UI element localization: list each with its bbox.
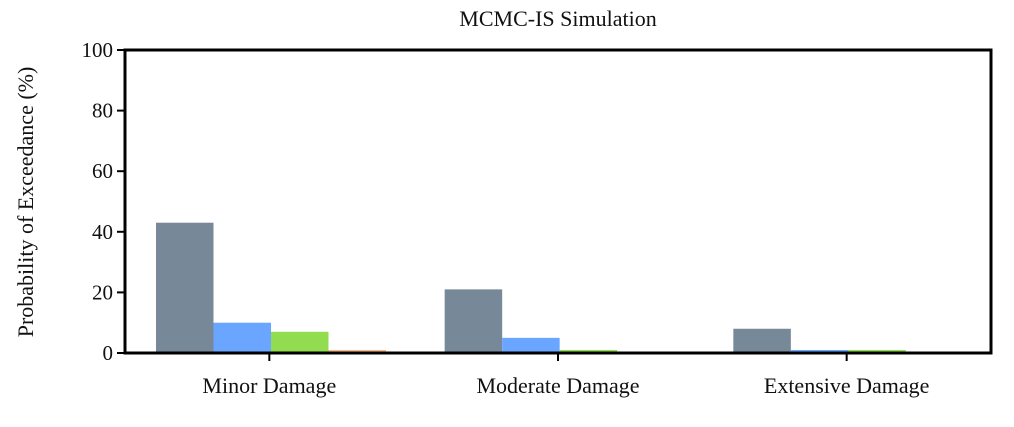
y-tick-label-0: 0 [103, 341, 114, 365]
y-axis-label: Probability of Exceedance (%) [13, 67, 38, 338]
chart-title: MCMC-IS Simulation [459, 6, 656, 31]
bar-0-0 [156, 222, 214, 353]
bar-2-1 [790, 349, 849, 353]
bar-1-2 [559, 349, 618, 353]
bars-group [156, 222, 906, 353]
y-tick-label-1: 20 [92, 280, 113, 304]
y-tick-label-4: 80 [92, 99, 113, 123]
x-tick-label-2: Extensive Damage [764, 373, 930, 398]
x-tick-label-1: Moderate Damage [476, 373, 639, 398]
plot-frame [123, 48, 993, 355]
y-tick-label-5: 100 [82, 38, 114, 62]
x-axis: Minor Damage Moderate Damage Extensive Dam… [202, 353, 929, 398]
y-axis: 0 20 40 60 80 100 [82, 38, 125, 365]
y-tick-label-3: 60 [92, 159, 113, 183]
bar-1-1 [502, 337, 560, 353]
x-tick-label-0: Minor Damage [202, 373, 336, 398]
bar-0-2 [271, 331, 329, 353]
y-tick-label-2: 40 [92, 220, 113, 244]
bar-0-3 [328, 349, 386, 353]
bar-2-2 [848, 349, 906, 353]
bar-0-1 [213, 322, 271, 353]
bar-2-0 [733, 328, 791, 353]
bar-1-0 [444, 289, 503, 353]
